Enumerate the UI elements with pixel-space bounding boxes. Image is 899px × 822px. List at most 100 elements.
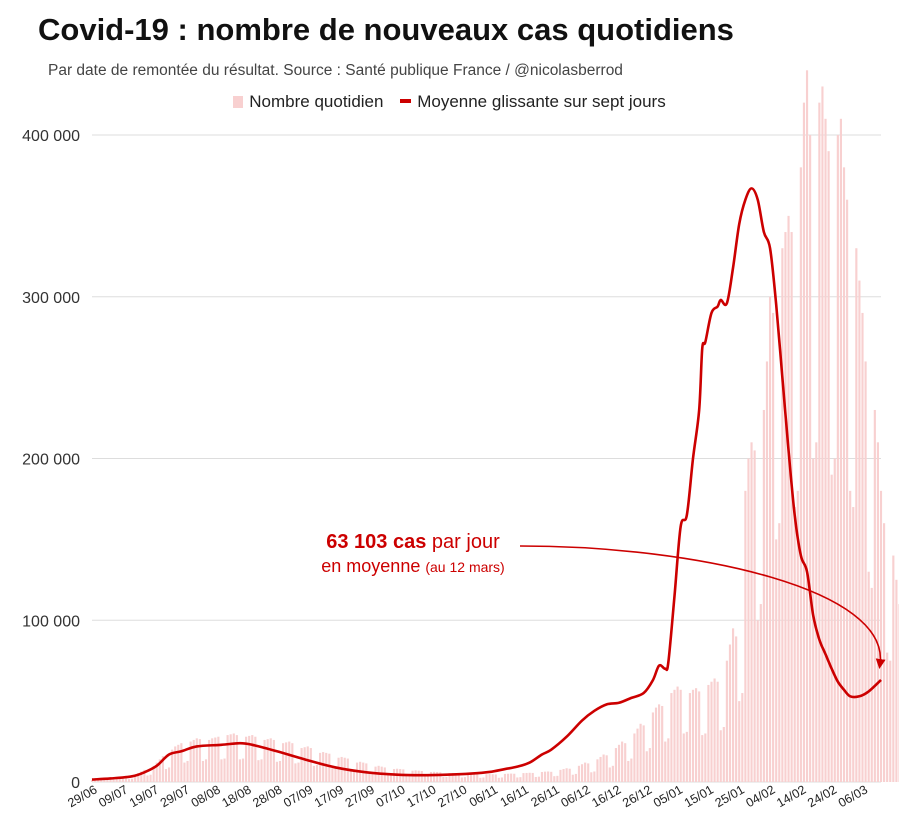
daily-bar <box>673 689 676 782</box>
daily-bar <box>772 312 775 782</box>
legend-swatch-bars <box>233 96 244 108</box>
daily-bar <box>309 748 312 782</box>
daily-bar <box>389 773 393 782</box>
daily-bar <box>519 777 522 782</box>
daily-bar <box>688 693 691 782</box>
daily-bar <box>442 776 445 782</box>
x-axis-labels: 29/0609/0719/0729/0708/0818/0828/0807/09… <box>65 782 870 810</box>
daily-bar <box>214 737 217 782</box>
daily-bar <box>707 684 710 782</box>
daily-bar <box>605 755 608 782</box>
annotation-date: (au 12 mars) <box>425 559 505 575</box>
daily-bar <box>183 762 186 782</box>
daily-bar <box>873 409 876 782</box>
daily-bar <box>485 774 488 782</box>
daily-bar <box>130 778 134 782</box>
daily-bar <box>747 458 750 782</box>
daily-bar <box>892 555 895 782</box>
daily-bar <box>124 775 127 782</box>
daily-bar <box>349 770 352 782</box>
annotation: 63 103 cas par jour en moyenne (au 12 ma… <box>268 530 558 579</box>
daily-bar <box>864 361 867 782</box>
daily-bar <box>682 733 685 782</box>
daily-bar <box>180 743 183 782</box>
daily-bar <box>537 776 540 782</box>
daily-bar <box>201 760 205 782</box>
daily-bar <box>315 765 319 782</box>
daily-bar <box>408 775 411 782</box>
daily-bar <box>300 748 303 782</box>
x-tick-label: 18/08 <box>220 782 254 810</box>
daily-bar <box>621 741 624 782</box>
daily-bar <box>479 777 482 782</box>
daily-bar <box>654 707 658 782</box>
annotation-line-2: en moyenne (au 12 mars) <box>268 554 558 579</box>
daily-bar <box>691 689 695 782</box>
daily-bar <box>577 765 581 782</box>
x-tick-label: 07/09 <box>281 782 315 810</box>
daily-bar <box>115 776 118 782</box>
daily-bar <box>738 701 741 782</box>
daily-bar <box>543 771 547 782</box>
chart-title: Covid-19 : nombre de nouveaux cas quotid… <box>38 12 734 47</box>
daily-bar <box>118 777 121 782</box>
daily-bar <box>186 760 189 782</box>
daily-bar <box>593 771 596 782</box>
daily-bar <box>636 728 639 782</box>
daily-bar <box>753 450 756 782</box>
daily-bar <box>827 151 830 783</box>
daily-bar <box>855 248 858 783</box>
daily-bar <box>821 86 824 783</box>
daily-bar <box>568 768 571 782</box>
daily-bar <box>167 767 171 782</box>
daily-bar <box>710 681 713 782</box>
daily-bar <box>198 739 201 782</box>
y-axis-labels: 0 100 000 200 000 300 000 400 000 <box>22 128 80 792</box>
daily-bar <box>238 759 242 782</box>
daily-bar <box>337 757 340 782</box>
daily-bar <box>513 773 516 782</box>
daily-bar <box>833 458 836 782</box>
daily-bar <box>466 773 470 782</box>
daily-bar <box>664 741 667 782</box>
daily-bar <box>463 777 467 782</box>
daily-bar <box>722 727 725 782</box>
daily-bar <box>260 759 263 782</box>
daily-bar <box>642 725 645 782</box>
daily-bar <box>516 777 519 782</box>
daily-bar <box>562 769 565 782</box>
legend-item-daily: Nombre quotidien <box>233 92 383 112</box>
daily-bar <box>540 771 544 782</box>
daily-bar <box>371 772 374 782</box>
annotation-value: 63 103 cas <box>326 531 427 553</box>
daily-bar <box>731 628 735 782</box>
daily-bars <box>90 70 899 783</box>
x-tick-label: 15/01 <box>682 782 716 810</box>
legend-swatch-line <box>400 99 412 103</box>
daily-bar <box>331 768 334 782</box>
daily-bar <box>220 759 223 782</box>
daily-bar <box>633 733 636 782</box>
x-tick-label: 08/08 <box>189 782 223 810</box>
daily-bar <box>217 736 220 782</box>
x-tick-label: 26/12 <box>620 782 654 810</box>
daily-bar <box>491 774 494 782</box>
daily-bar <box>195 738 198 782</box>
daily-bar <box>368 772 371 782</box>
daily-bar <box>698 691 701 782</box>
daily-bar <box>457 773 460 782</box>
daily-bar <box>784 232 787 783</box>
daily-bar <box>590 772 593 782</box>
daily-bar <box>473 773 476 782</box>
daily-bar <box>815 442 818 782</box>
daily-bar <box>436 771 439 782</box>
daily-bar <box>611 765 614 782</box>
daily-bar <box>735 636 738 782</box>
daily-bar <box>787 215 790 782</box>
daily-bar <box>765 361 769 782</box>
x-tick-label: 28/08 <box>250 782 284 810</box>
daily-bar <box>867 571 870 782</box>
daily-bar <box>272 739 275 782</box>
x-tick-label: 16/12 <box>589 782 623 810</box>
daily-bar <box>559 769 562 782</box>
